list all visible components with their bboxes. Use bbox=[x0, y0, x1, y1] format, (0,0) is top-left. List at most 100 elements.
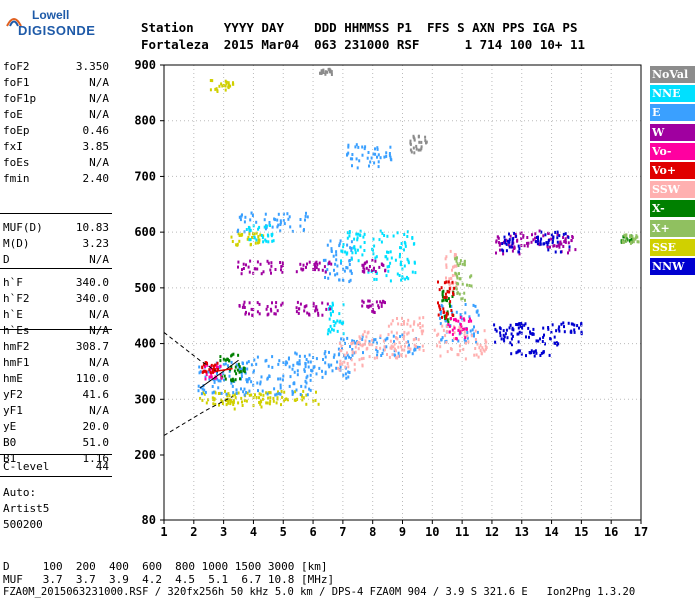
echo-point bbox=[461, 282, 464, 286]
echo-point bbox=[258, 240, 261, 244]
echo-point bbox=[321, 369, 323, 373]
echo-point bbox=[414, 345, 417, 348]
echo-point bbox=[317, 313, 320, 317]
echo-point bbox=[307, 360, 310, 364]
echo-point bbox=[418, 140, 421, 144]
echo-point bbox=[341, 362, 344, 366]
echo-point bbox=[236, 368, 239, 372]
echo-point bbox=[363, 270, 366, 274]
echo-point bbox=[629, 241, 632, 245]
echo-point bbox=[508, 238, 511, 242]
echo-point bbox=[417, 338, 420, 342]
echo-point bbox=[461, 328, 464, 331]
param-value: 2.40 bbox=[82, 172, 110, 185]
echo-point bbox=[547, 239, 550, 242]
echo-point bbox=[279, 219, 282, 223]
echo-point bbox=[412, 146, 415, 150]
echo-point bbox=[199, 396, 202, 400]
echo-point bbox=[482, 348, 485, 352]
echo-point bbox=[463, 327, 466, 331]
echo-point bbox=[216, 372, 218, 375]
echo-point bbox=[224, 88, 227, 92]
echo-point bbox=[329, 324, 332, 328]
echo-point bbox=[418, 347, 421, 351]
echo-point bbox=[377, 306, 380, 310]
echo-point bbox=[205, 361, 208, 365]
echo-point bbox=[380, 301, 383, 305]
param-value: N/A bbox=[89, 156, 109, 169]
echo-point bbox=[280, 268, 282, 272]
echo-point bbox=[317, 268, 320, 272]
echo-point bbox=[349, 246, 352, 250]
echo-point bbox=[273, 312, 276, 316]
echo-point bbox=[528, 335, 530, 339]
echo-point bbox=[204, 369, 207, 373]
legend-item-x: X+ bbox=[650, 219, 695, 237]
echo-point bbox=[580, 331, 583, 335]
echo-point bbox=[330, 262, 333, 266]
echo-point bbox=[330, 305, 333, 309]
echo-point bbox=[557, 327, 560, 331]
echo-point bbox=[213, 376, 216, 380]
param-label: B0 bbox=[3, 436, 17, 449]
echo-point bbox=[473, 325, 475, 329]
echo-point bbox=[532, 238, 535, 242]
echo-point bbox=[459, 349, 462, 353]
echo-point bbox=[437, 280, 439, 284]
echo-point bbox=[450, 281, 453, 285]
echo-point bbox=[209, 88, 212, 92]
echo-point bbox=[275, 401, 278, 405]
echo-point bbox=[211, 391, 214, 395]
echo-point bbox=[211, 79, 214, 83]
param-row: yF2 41.6 bbox=[3, 387, 109, 403]
echo-point bbox=[224, 389, 226, 393]
echo-point bbox=[396, 356, 399, 360]
echo-point bbox=[464, 357, 467, 361]
echo-point bbox=[522, 235, 525, 239]
echo-point bbox=[390, 346, 393, 350]
echo-point bbox=[315, 357, 318, 361]
echo-point bbox=[294, 399, 297, 402]
echo-point bbox=[484, 344, 487, 348]
echo-point bbox=[363, 147, 366, 151]
echo-point bbox=[328, 68, 331, 72]
echo-point bbox=[202, 391, 205, 395]
echo-point bbox=[573, 330, 576, 334]
echo-point bbox=[342, 245, 345, 249]
echo-point bbox=[393, 340, 395, 344]
echo-point bbox=[406, 332, 409, 336]
echo-point bbox=[411, 352, 414, 356]
param-label: h`Es bbox=[3, 324, 30, 337]
echo-point bbox=[547, 231, 550, 235]
echo-point bbox=[197, 384, 200, 388]
echo-point bbox=[503, 238, 506, 242]
echo-point bbox=[459, 313, 462, 317]
echo-point bbox=[499, 334, 502, 338]
echo-point bbox=[279, 377, 282, 381]
echo-point bbox=[219, 373, 222, 377]
echo-point bbox=[228, 374, 231, 378]
echo-point bbox=[302, 263, 305, 267]
echo-point bbox=[376, 350, 379, 354]
echo-point bbox=[231, 394, 234, 398]
echo-point bbox=[339, 359, 342, 363]
echo-point bbox=[227, 392, 230, 396]
echo-point bbox=[247, 235, 250, 239]
y-tick-label: 500 bbox=[134, 281, 156, 295]
echo-point bbox=[567, 321, 570, 325]
x-tick-label: 14 bbox=[544, 525, 558, 539]
echo-point bbox=[502, 252, 505, 256]
echo-point bbox=[227, 364, 229, 368]
echo-point bbox=[256, 355, 259, 359]
echo-point bbox=[362, 235, 365, 239]
echo-point bbox=[459, 323, 462, 326]
echo-point bbox=[212, 378, 215, 382]
param-row: MUF(D) 10.83 bbox=[3, 220, 109, 236]
echo-point bbox=[262, 393, 265, 397]
echo-point bbox=[476, 330, 479, 334]
echo-point bbox=[442, 298, 445, 302]
echo-point bbox=[420, 145, 423, 149]
echo-point bbox=[223, 378, 225, 382]
echo-point bbox=[376, 356, 379, 360]
